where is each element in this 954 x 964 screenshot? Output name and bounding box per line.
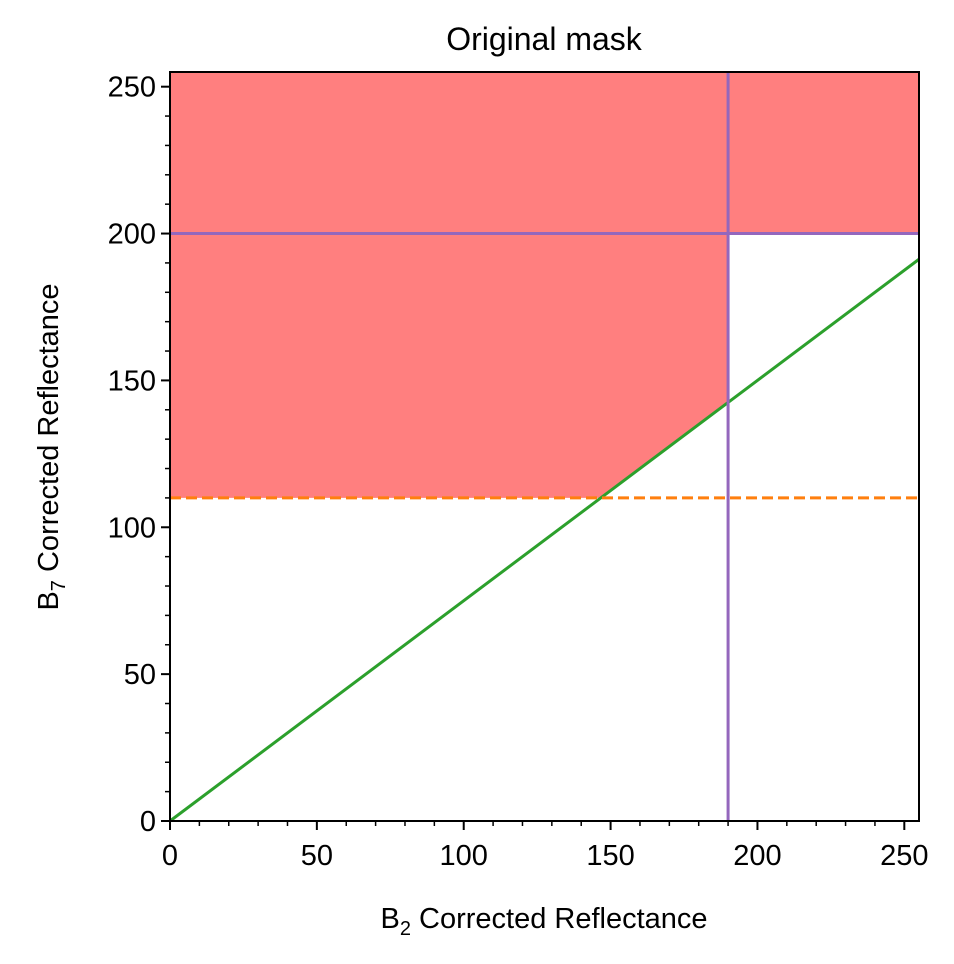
x-tick-label: 200 xyxy=(733,840,781,872)
x-tick-label: 50 xyxy=(301,840,333,872)
y-tick-label: 250 xyxy=(108,72,156,104)
x-tick-label: 250 xyxy=(880,840,928,872)
x-axis-ticks: 0 50 100 150 200 250 xyxy=(162,821,929,872)
x-tick-label: 100 xyxy=(440,840,488,872)
y-tick-label: 50 xyxy=(124,659,156,691)
x-axis-title: B2 Corrected Reflectance xyxy=(380,903,707,940)
series-lines xyxy=(169,72,920,823)
masked-regions xyxy=(170,72,919,498)
x-tick-label: 150 xyxy=(586,840,634,872)
y-tick-label: 200 xyxy=(108,219,156,251)
y-tick-label: 150 xyxy=(108,365,156,397)
y-axis-ticks: 0 50 100 150 200 250 xyxy=(108,72,170,838)
y-axis-title: B7 Corrected Reflectance xyxy=(33,283,70,610)
chart-title: Original mask xyxy=(446,21,643,57)
masked-region-0 xyxy=(170,72,919,498)
plot-frame xyxy=(169,71,920,822)
y-tick-label: 0 xyxy=(140,806,156,838)
y-tick-label: 100 xyxy=(108,512,156,544)
x-tick-label: 0 xyxy=(162,840,178,872)
series-line-0 xyxy=(169,258,920,823)
